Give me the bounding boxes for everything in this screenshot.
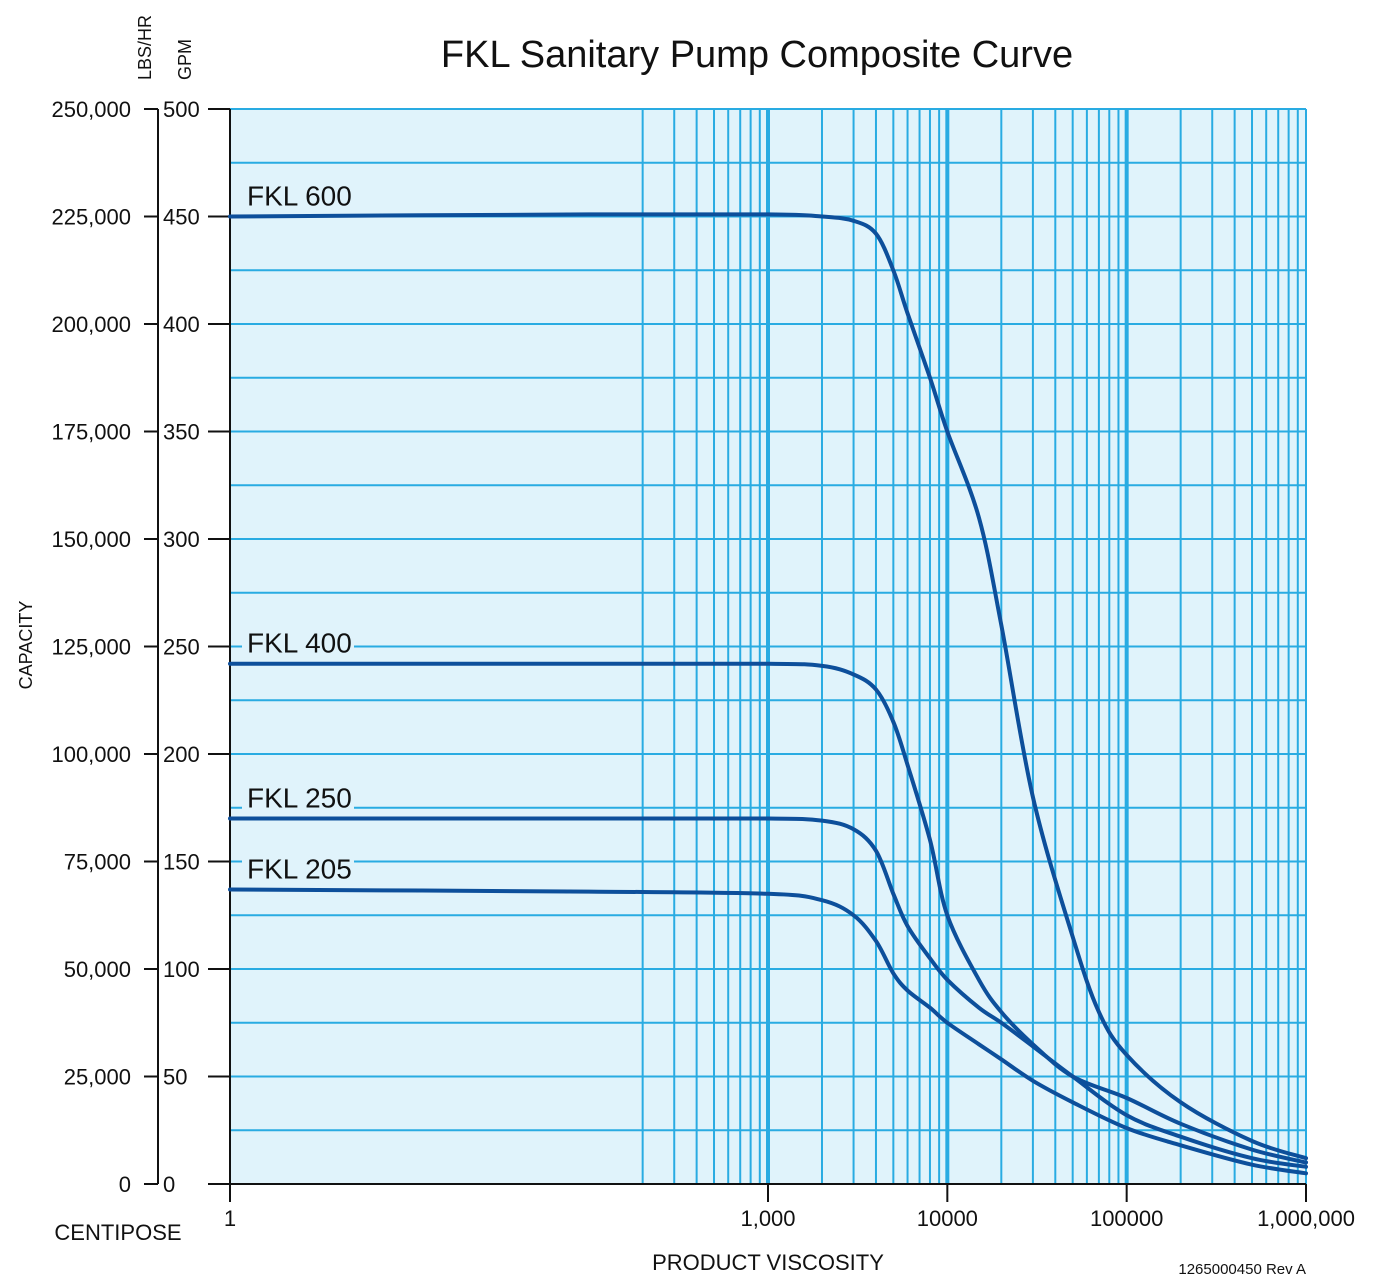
- gpm-tick-label: 350: [163, 420, 200, 445]
- x-tick-label: 1,000: [740, 1206, 795, 1231]
- lbs-hr-tick-label: 250,000: [51, 97, 131, 122]
- y-ticks: 0 0 50 25,000 100 50,000 150 75,000 200 100,000 25…: [51, 97, 230, 1197]
- series-group: FKL 600 FKL 400 FKL 250 FKL 205: [228, 178, 1308, 1176]
- series-line-fkl-600: [228, 212, 1308, 1161]
- gpm-tick-label: 100: [163, 957, 200, 982]
- x-tick-label: 1: [224, 1206, 236, 1231]
- lbs-hr-tick-label: 125,000: [51, 635, 131, 660]
- lbs-hr-tick-label: 150,000: [51, 527, 131, 552]
- series-line-fkl-400: [228, 661, 1308, 1165]
- lbs-hr-tick-label: 200,000: [51, 312, 131, 337]
- gpm-tick-label: 250: [163, 635, 200, 660]
- lbs-hr-tick-label: 225,000: [51, 205, 131, 230]
- y-axis-title: CAPACITY: [16, 601, 36, 690]
- x-axis-title: PRODUCT VISCOSITY: [652, 1250, 884, 1275]
- series-label-fkl-250: FKL 250: [247, 783, 352, 814]
- lbs-hr-tick-label: 25,000: [64, 1065, 131, 1090]
- series-label-bg-fkl-600: [242, 178, 354, 211]
- x-tick-label: 10000: [917, 1206, 978, 1231]
- lbs-hr-tick-label: 175,000: [51, 420, 131, 445]
- lbs-hr-tick-label: 75,000: [64, 850, 131, 875]
- series-label-bg-fkl-250: [242, 780, 354, 813]
- gpm-tick-label: 450: [163, 205, 200, 230]
- gpm-tick-label: 150: [163, 850, 200, 875]
- gpm-tick-label: 300: [163, 527, 200, 552]
- grid: [230, 108, 1307, 1184]
- gpm-tick-label: 200: [163, 742, 200, 767]
- x-tick-label: 100000: [1090, 1206, 1163, 1231]
- lbs-hr-tick-label: 100,000: [51, 742, 131, 767]
- gpm-tick-label: 400: [163, 312, 200, 337]
- series-label-fkl-600: FKL 600: [247, 181, 352, 212]
- x-ticks: 1 1,000 10000 100000 1,000,000: [224, 1184, 1355, 1231]
- series-label-fkl-400: FKL 400: [247, 628, 352, 659]
- chart-title: FKL Sanitary Pump Composite Curve: [441, 34, 1073, 76]
- lbs-hr-tick-label: 0: [119, 1172, 131, 1197]
- gpm-tick-label: 0: [163, 1172, 175, 1197]
- lbs-hr-unit-label: LBS/HR: [135, 15, 155, 80]
- series-label-bg-fkl-205: [242, 851, 354, 884]
- lbs-hr-tick-label: 50,000: [64, 957, 131, 982]
- gpm-tick-label: 500: [163, 97, 200, 122]
- footnote: 1265000450 Rev A: [1178, 1261, 1306, 1278]
- gpm-tick-label: 50: [163, 1065, 187, 1090]
- x-tick-label: 1,000,000: [1257, 1206, 1355, 1231]
- series-line-fkl-205: [228, 887, 1308, 1176]
- gpm-unit-label: GPM: [175, 39, 195, 80]
- series-label-fkl-205: FKL 205: [247, 853, 352, 884]
- series-line-fkl-250: [228, 816, 1308, 1169]
- x-unit-label: CENTIPOSE: [54, 1220, 181, 1245]
- series-label-bg-fkl-400: [242, 625, 354, 658]
